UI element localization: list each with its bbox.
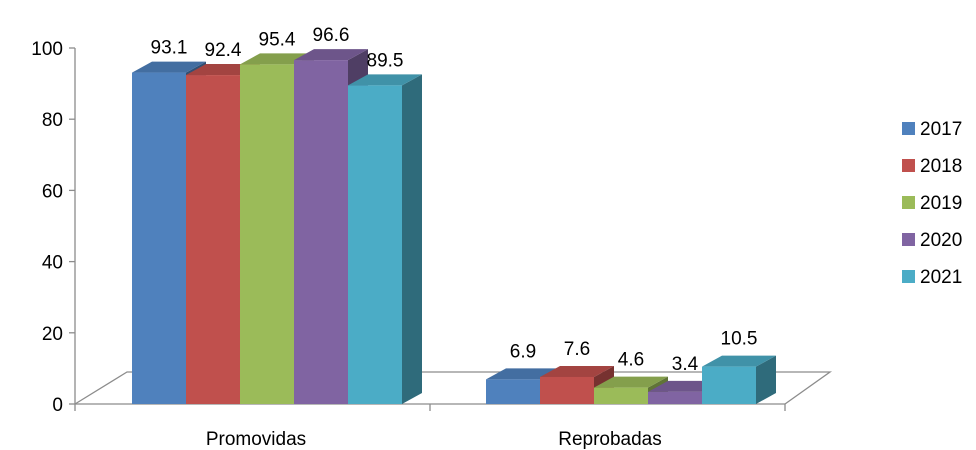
legend-item: 2017 xyxy=(902,119,962,140)
bar-top xyxy=(348,74,422,86)
x-category-label: Promovidas xyxy=(206,429,306,450)
y-tick-label: 60 xyxy=(42,181,63,202)
legend-swatch xyxy=(902,233,915,246)
y-tick-label: 20 xyxy=(42,324,63,345)
data-label: 95.4 xyxy=(259,29,296,50)
legend-swatch xyxy=(902,159,915,172)
legend-label: 2018 xyxy=(920,156,962,177)
bar-front xyxy=(186,75,240,404)
bar-top xyxy=(594,376,668,388)
bar-top xyxy=(294,49,368,61)
chart-bars xyxy=(132,49,776,405)
legend-swatch xyxy=(902,196,915,209)
chart-legend: 2017 2018 2019 2020 2021 xyxy=(902,119,962,288)
legend-label: 2020 xyxy=(920,230,962,251)
bar-front xyxy=(648,391,702,404)
chart-data-labels: 93.1 92.4 95.4 96.6 89.5 6.9 7.6 4.6 3.4 10.5 xyxy=(151,25,758,375)
legend-label: 2017 xyxy=(920,119,962,140)
legend-item: 2019 xyxy=(902,193,962,214)
legend-label: 2021 xyxy=(920,267,962,288)
bar-side xyxy=(402,74,422,404)
floor-outline xyxy=(74,371,833,405)
bar-front xyxy=(594,387,648,404)
bar-front xyxy=(240,64,294,404)
data-label: 89.5 xyxy=(367,50,404,71)
legend-item: 2018 xyxy=(902,156,962,177)
x-category-label: Reprobadas xyxy=(558,429,662,450)
legend-swatch xyxy=(902,122,915,135)
data-label: 96.6 xyxy=(313,25,350,46)
y-tick-label: 100 xyxy=(31,39,63,60)
data-label: 10.5 xyxy=(721,329,758,350)
bar-front xyxy=(294,60,348,404)
bar-front xyxy=(702,366,756,404)
bar-front xyxy=(348,85,402,404)
data-label: 4.6 xyxy=(618,350,644,371)
y-tick-label: 80 xyxy=(42,110,63,131)
bar-top xyxy=(540,365,614,377)
data-label: 93.1 xyxy=(151,38,188,59)
x-axis-categories: Promovidas Reprobadas xyxy=(206,429,662,450)
bar-top xyxy=(132,61,206,73)
data-label: 3.4 xyxy=(672,354,699,375)
legend-swatch xyxy=(902,270,915,283)
bar-side xyxy=(756,355,776,404)
bar xyxy=(702,355,776,404)
y-axis-ticks: 0 20 40 60 80 100 xyxy=(31,39,75,416)
legend-label: 2019 xyxy=(920,193,962,214)
legend-item: 2021 xyxy=(902,267,962,288)
data-label: 7.6 xyxy=(564,339,590,360)
bar-front xyxy=(540,376,594,404)
bar-front xyxy=(486,379,540,404)
bar xyxy=(348,74,422,404)
bar-top xyxy=(702,355,776,367)
chart-floor xyxy=(74,371,833,405)
bar-front xyxy=(132,72,186,405)
legend-item: 2020 xyxy=(902,230,962,251)
y-tick-label: 40 xyxy=(42,253,63,274)
data-label: 6.9 xyxy=(510,341,536,362)
y-tick-label: 0 xyxy=(52,395,63,416)
data-label: 92.4 xyxy=(205,40,242,61)
